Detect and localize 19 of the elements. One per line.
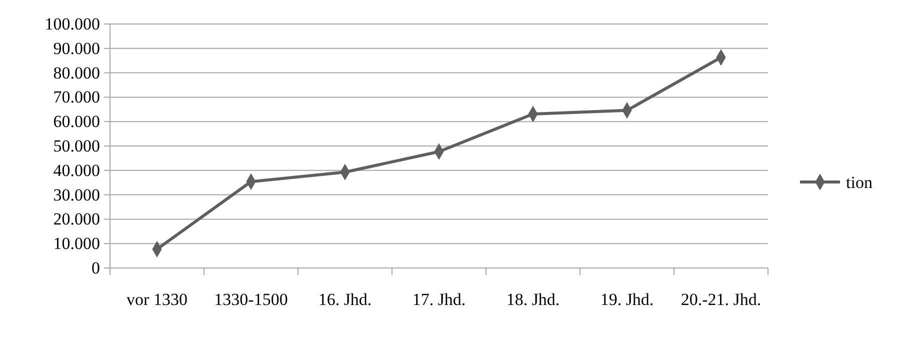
x-tick-label: 18. Jhd.: [506, 290, 560, 309]
y-tick-label: 60.000: [53, 112, 100, 132]
y-tick-label: 50.000: [53, 136, 100, 156]
y-tick-label: 10.000: [53, 234, 100, 254]
y-tick-label: 80.000: [53, 63, 100, 82]
x-tick-label: vor 1330: [126, 290, 188, 309]
legend-label: tion: [846, 173, 873, 192]
x-tick-label: 1330-1500: [214, 290, 288, 309]
y-tick-label: 0: [92, 258, 100, 278]
y-tick-label: 40.000: [53, 160, 100, 180]
y-tick-label: 100.000: [44, 14, 100, 34]
x-tick-label: 20.-21. Jhd.: [680, 290, 762, 309]
y-tick-label: 70.000: [53, 88, 100, 107]
y-tick-label: 90.000: [53, 38, 100, 58]
y-tick-label: 20.000: [53, 210, 100, 229]
y-tick-label: 30.000: [53, 185, 100, 204]
x-tick-label: 19. Jhd.: [600, 290, 654, 309]
x-tick-label: 17. Jhd.: [412, 290, 466, 309]
x-tick-label: 16. Jhd.: [318, 290, 372, 309]
